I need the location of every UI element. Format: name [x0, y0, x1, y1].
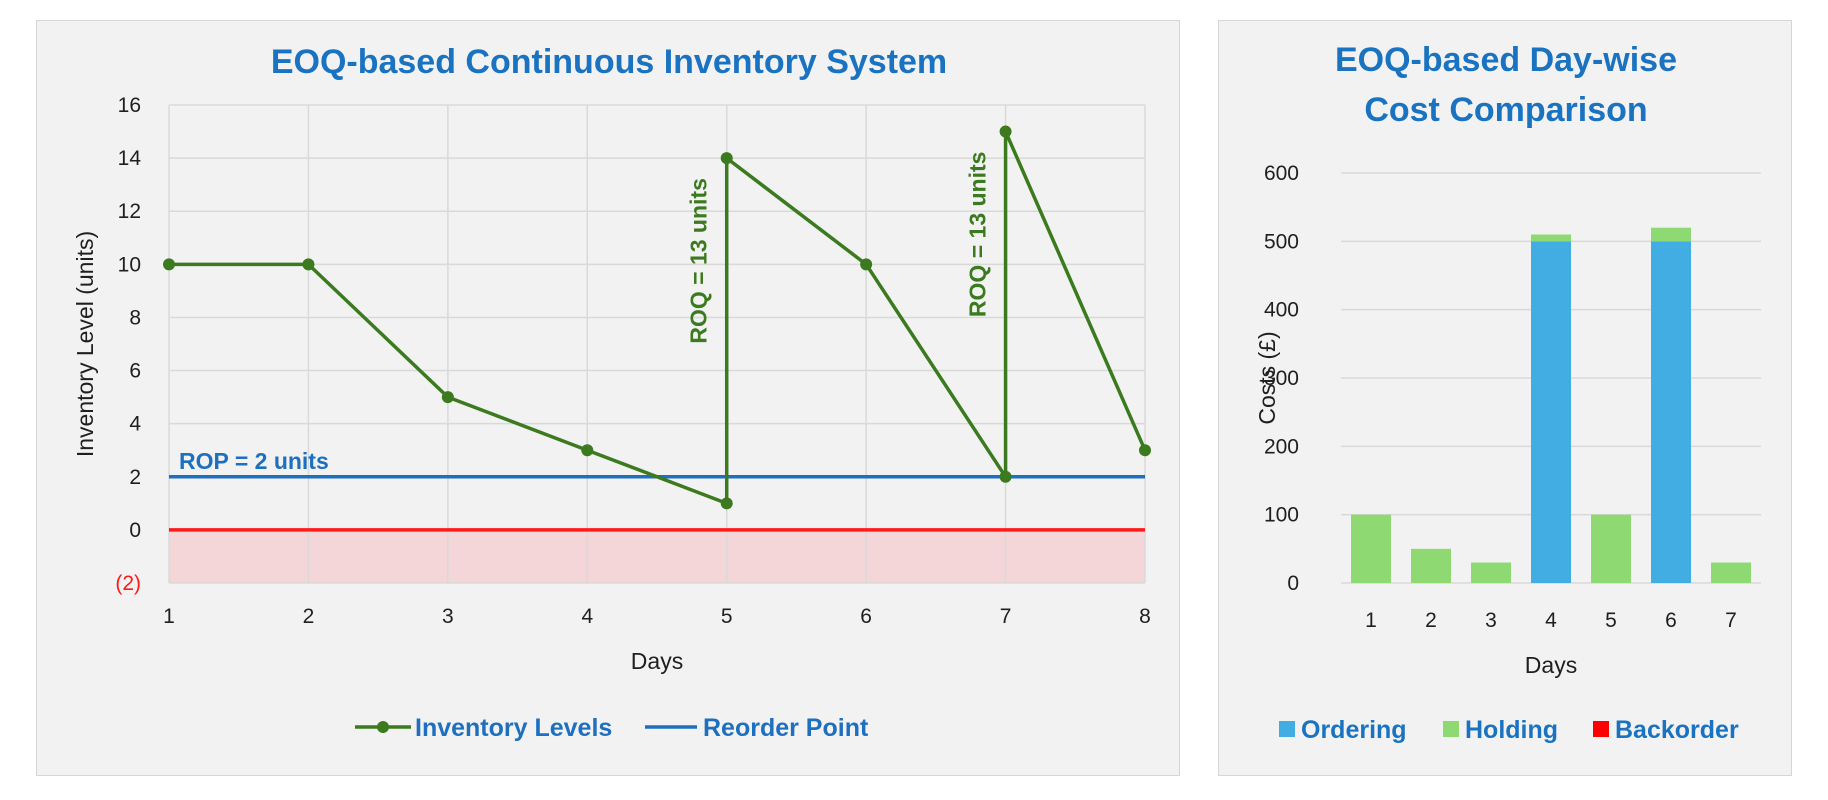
legend-reorder-point-label: Reorder Point	[703, 714, 869, 742]
backorder-region	[169, 529, 1145, 583]
inventory-legend: Inventory Levels Reorder Point	[355, 714, 869, 742]
inventory-y-ticks: (2) 0 2 4 6 8 10 12 14 16	[115, 94, 141, 595]
rop-annotation: ROP = 2 units	[179, 448, 329, 474]
inventory-data-point	[860, 258, 873, 271]
inventory-data-point	[999, 125, 1012, 138]
inventory-y-tick-label: 4	[129, 413, 141, 436]
inventory-y-tick-label: (2)	[115, 572, 141, 595]
cost-bar-holding	[1591, 514, 1631, 583]
cost-bar-holding	[1471, 562, 1511, 583]
legend-inventory-levels-marker	[377, 721, 389, 733]
legend-ordering-swatch	[1279, 721, 1295, 737]
cost-bar-holding	[1411, 548, 1451, 583]
inventory-y-tick-label: 8	[129, 306, 141, 329]
inventory-data-point	[441, 391, 454, 404]
cost-bar-ordering	[1651, 241, 1691, 584]
cost-x-tick-label: 3	[1485, 609, 1497, 632]
legend-backorder-swatch	[1593, 721, 1609, 737]
cost-x-tick-label: 2	[1425, 609, 1437, 632]
inventory-x-tick-label: 7	[1000, 605, 1012, 628]
cost-y-tick-label: 500	[1264, 230, 1299, 253]
inventory-levels-line	[169, 129, 1147, 506]
inventory-x-tick-label: 4	[581, 605, 593, 628]
legend-inventory-levels-label: Inventory Levels	[415, 714, 612, 742]
cost-x-tick-label: 6	[1665, 609, 1677, 632]
cost-bar-holding	[1711, 562, 1751, 583]
roq-annotation-day7: ROQ = 13 units	[965, 152, 991, 318]
cost-bar-holding	[1531, 234, 1571, 242]
inventory-x-tick-label: 6	[860, 605, 872, 628]
cost-y-tick-label: 600	[1264, 162, 1299, 185]
inventory-y-tick-label: 16	[118, 94, 141, 117]
inventory-data-point	[163, 258, 175, 271]
cost-x-axis-label: Days	[1525, 652, 1577, 678]
cost-y-tick-label: 200	[1264, 435, 1299, 458]
roq-annotation-day5: ROQ = 13 units	[686, 178, 712, 344]
inventory-chart-panel: EOQ-based Continuous Inventory System (2…	[36, 20, 1180, 776]
inventory-y-tick-label: 12	[118, 200, 141, 223]
cost-chart-title-line1: EOQ-based Day-wise	[1335, 41, 1677, 79]
cost-chart: EOQ-based Day-wise Cost Comparison 0 100 2…	[1254, 41, 1761, 744]
inventory-x-tick-label: 5	[721, 605, 733, 628]
cost-x-tick-label: 4	[1545, 609, 1557, 632]
legend-holding-label: Holding	[1465, 716, 1558, 744]
cost-y-ticks: 0 100 200 300 400 500 600	[1264, 162, 1299, 595]
inventory-x-tick-label: 1	[163, 605, 175, 628]
legend-backorder-label: Backorder	[1615, 716, 1739, 744]
inventory-chart: EOQ-based Continuous Inventory System (2…	[72, 43, 1151, 742]
cost-bar-holding	[1351, 514, 1391, 583]
legend-holding-swatch	[1443, 721, 1459, 737]
inventory-data-point	[720, 497, 733, 510]
inventory-data-point	[720, 152, 733, 165]
inventory-x-tick-label: 8	[1139, 605, 1151, 628]
inventory-y-tick-label: 6	[129, 360, 141, 383]
inventory-x-tick-label: 3	[442, 605, 454, 628]
cost-y-tick-label: 300	[1264, 367, 1299, 390]
inventory-data-point	[302, 258, 315, 271]
inventory-x-tick-label: 2	[303, 605, 315, 628]
cost-y-axis-label: Costs (£)	[1254, 331, 1280, 424]
inventory-y-tick-label: 0	[129, 519, 141, 542]
inventory-x-ticks: 1 2 3 4 5 6 7 8	[163, 605, 1151, 628]
cost-y-tick-label: 400	[1264, 299, 1299, 322]
inventory-y-axis-label: Inventory Level (units)	[72, 231, 98, 457]
inventory-x-axis-label: Days	[631, 648, 683, 674]
cost-y-tick-label: 0	[1287, 572, 1299, 595]
inventory-data-point	[581, 444, 594, 457]
cost-chart-panel: EOQ-based Day-wise Cost Comparison 0 100 2…	[1218, 20, 1792, 776]
inventory-chart-title: EOQ-based Continuous Inventory System	[271, 43, 947, 81]
legend-ordering-label: Ordering	[1301, 716, 1407, 744]
inventory-data-point	[1139, 444, 1151, 457]
inventory-y-tick-label: 10	[118, 253, 141, 276]
cost-bars	[1351, 227, 1751, 584]
inventory-y-tick-label: 14	[118, 147, 142, 170]
cost-legend: Ordering Holding Backorder	[1279, 716, 1739, 744]
inventory-markers	[163, 125, 1151, 510]
cost-bar-holding	[1651, 227, 1691, 242]
cost-bar-ordering	[1531, 241, 1571, 584]
inventory-y-tick-label: 2	[129, 466, 141, 489]
cost-chart-title-line2: Cost Comparison	[1364, 91, 1647, 129]
cost-y-tick-label: 100	[1264, 504, 1299, 527]
cost-x-tick-label: 5	[1605, 609, 1617, 632]
cost-x-tick-label: 7	[1725, 609, 1737, 632]
cost-x-tick-label: 1	[1365, 609, 1377, 632]
cost-x-ticks: 1 2 3 4 5 6 7	[1365, 609, 1737, 632]
inventory-data-point	[999, 470, 1012, 483]
inventory-grid	[168, 104, 1146, 584]
